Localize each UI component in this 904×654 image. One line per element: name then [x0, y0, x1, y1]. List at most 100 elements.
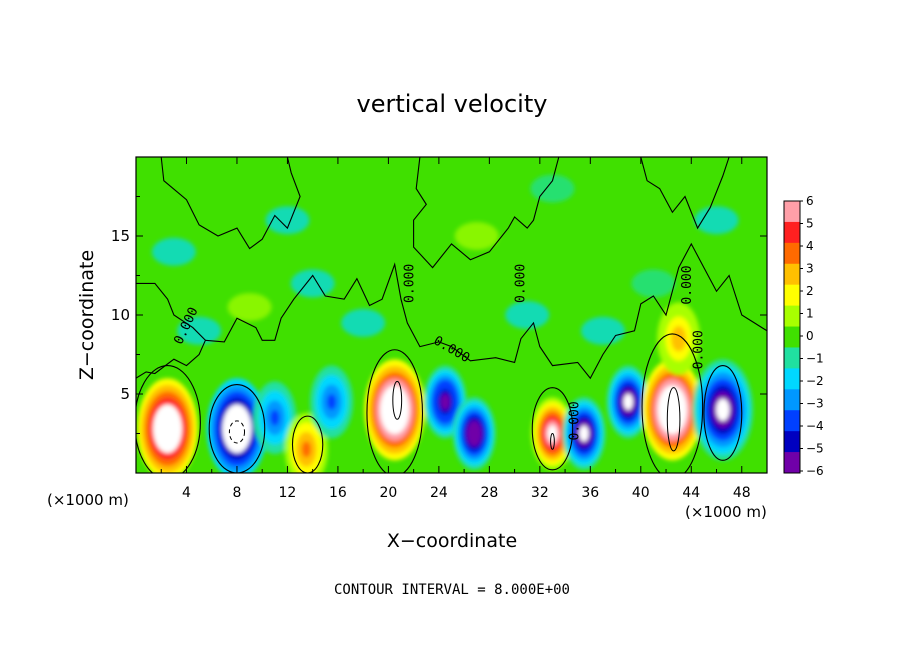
velocity-wisp [341, 308, 386, 337]
velocity-wisp [530, 174, 575, 203]
velocity-wisp [265, 206, 310, 235]
x-unit-right: (×1000 m) [685, 503, 767, 521]
velocity-cell [364, 359, 425, 461]
contour-label: 0.000 [691, 330, 706, 369]
x-tick-label: 16 [329, 485, 347, 501]
velocity-level [716, 398, 730, 421]
velocity-level [230, 417, 244, 440]
velocity-wisp [454, 222, 499, 250]
y-axis-label: Z−coordinate [76, 250, 98, 380]
x-axis: 4 8 12 16 20 24 28 32 36 40 44 48 [160, 157, 751, 501]
velocity-cell [657, 302, 701, 376]
colorbar-swatch [784, 221, 800, 244]
x-tick-label: 8 [232, 485, 241, 501]
colorbar-swatch [784, 326, 800, 348]
velocity-level [440, 393, 450, 410]
core-contour [550, 433, 555, 450]
velocity-cell [452, 397, 496, 470]
zero-contour-line [205, 242, 767, 380]
colorbar-label: 6 [806, 194, 814, 208]
colorbar-label: −5 [806, 442, 824, 456]
colorbar-label: 2 [806, 284, 814, 298]
colorbar-swatch [784, 410, 800, 432]
x-tick-label: 12 [279, 485, 297, 501]
core-contour [228, 420, 246, 444]
contour-label: 0.000 [680, 265, 695, 304]
colorbar-label: −3 [806, 397, 824, 411]
velocity-level [469, 425, 479, 442]
colorbar-swatch [784, 263, 800, 286]
velocity-cell [310, 365, 354, 439]
velocity-level [160, 417, 175, 440]
velocity-level [579, 425, 589, 442]
zero-contours [136, 157, 767, 473]
contour-interval-label: CONTOUR INTERVAL = 8.000E+00 [334, 582, 570, 598]
colorbar-label: 4 [806, 239, 814, 253]
chart-title: vertical velocity [357, 90, 548, 118]
velocity-cell [606, 365, 650, 439]
x-tick-label: 28 [480, 485, 498, 501]
velocity-level [326, 393, 337, 410]
y-axis: 5 10 15 [111, 196, 767, 434]
zero-contour-line [136, 282, 207, 379]
x-tick-label: 20 [379, 485, 397, 501]
contour-label: 0.000 [402, 264, 417, 303]
zero-contour-cell [641, 333, 704, 473]
velocity-level [665, 398, 680, 421]
y-tick-label: 5 [120, 385, 130, 403]
velocity-cell [137, 378, 198, 473]
velocity-level [270, 409, 280, 426]
velocity-wisp [290, 269, 335, 298]
colorbar-swatch [784, 201, 800, 223]
core-contour [392, 380, 403, 420]
colorbar-label: 5 [806, 217, 814, 231]
velocity-wisp [580, 316, 625, 345]
velocity-wisp [177, 316, 222, 345]
y-tick-label: 15 [111, 227, 130, 245]
velocity-cell [206, 378, 268, 473]
colorbar-label: 3 [806, 262, 814, 276]
velocity-level [388, 398, 402, 421]
colorbar-label: 1 [806, 307, 814, 321]
colorbar-swatch [784, 431, 800, 453]
colorbar-swatch [784, 347, 800, 369]
contour-label: 0.000 [568, 401, 583, 440]
velocity-cell [692, 359, 754, 461]
x-tick-label: 40 [632, 485, 650, 501]
velocity-wisp [227, 293, 272, 322]
zero-contour-cell [136, 365, 201, 473]
x-unit-left: (×1000 m) [47, 491, 129, 509]
core-contour [666, 387, 681, 452]
velocity-level [673, 330, 684, 347]
colorbar-label: −2 [806, 374, 824, 388]
zero-contour-line [413, 157, 560, 269]
colorbar-label: 0 [806, 329, 814, 343]
zero-contour-line [640, 157, 730, 230]
contour-label: 0.000 [513, 264, 528, 303]
x-tick-label: 48 [733, 485, 751, 501]
x-tick-label: 32 [531, 485, 549, 501]
zero-contour-cell [703, 365, 743, 461]
colorbar-swatch [784, 284, 800, 307]
velocity-wisp [505, 301, 550, 329]
y-tick-label: 10 [111, 306, 130, 324]
colorbar-swatch [784, 368, 800, 390]
colorbar-swatch [784, 389, 800, 411]
x-tick-label: 36 [581, 485, 599, 501]
colorbar-swatch [784, 452, 800, 474]
x-tick-label: 24 [430, 485, 448, 501]
colorbar: 6 5 4 3 2 1 0 −1 −2 −3 −4 −5 −6 [783, 194, 824, 478]
x-axis-label: X−coordinate [387, 530, 517, 552]
zero-contour-cell [208, 383, 266, 473]
colorbar-label: −4 [806, 419, 824, 433]
colorbar-swatch [784, 305, 800, 328]
velocity-wisp [694, 206, 739, 235]
velocity-level [623, 393, 633, 410]
zero-contour-cell [531, 387, 574, 471]
x-tick-label: 44 [682, 485, 700, 501]
velocity-level [301, 441, 312, 458]
colorbar-swatch [784, 242, 800, 265]
colorbar-label: −1 [806, 352, 824, 366]
